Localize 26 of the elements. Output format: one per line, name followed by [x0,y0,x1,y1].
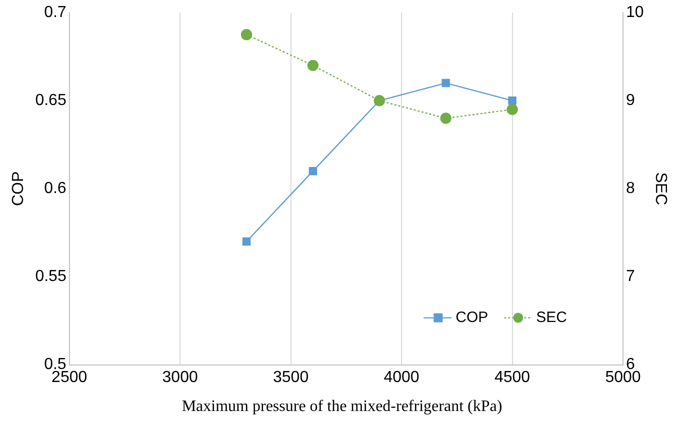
point [508,96,516,105]
legend-label: SEC [536,308,568,326]
point [308,166,318,176]
y2-tick-label: 7 [626,268,636,286]
y-tick-label: 0.65 [35,92,66,110]
x-tick-label: 3500 [273,368,309,386]
x-tick-label: 4500 [494,368,530,386]
x-axis-title: Maximum pressure of the mixed-refrigerant (kPa) [180,398,504,416]
x-tick-label: 4000 [384,368,420,386]
y-axis-title: COP [10,171,28,206]
y2-tick-label: 9 [626,92,636,110]
point [242,237,251,246]
legend-label: COP [456,308,488,326]
y-tick-label: 0.6 [44,180,66,198]
point [506,104,518,116]
y-tick-label: 0.55 [35,268,66,286]
point [442,78,450,88]
y-tick-label: 0.7 [44,4,66,22]
y2-tick-label: 10 [626,4,644,22]
point [240,29,252,40]
x-tick-label: 2500 [52,368,88,386]
point [307,60,319,72]
point [440,112,452,124]
y2-axis-title: SEC [652,172,669,206]
x-tick-label: 3000 [162,368,198,386]
y2-tick-label: 8 [626,180,636,198]
